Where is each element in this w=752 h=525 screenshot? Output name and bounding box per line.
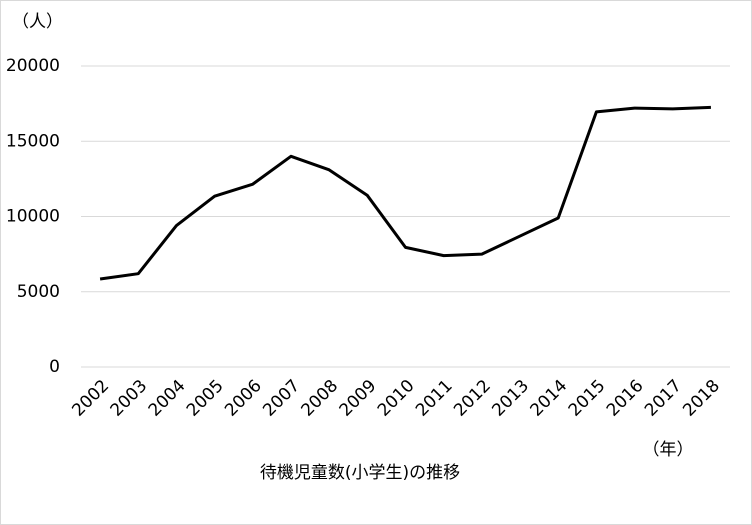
data-line	[99, 105, 711, 281]
y-tick-label: 0	[49, 357, 60, 377]
y-tick-label: 5000	[17, 282, 60, 302]
y-axis-label: （人）	[12, 12, 63, 32]
y-tick-label: 10000	[6, 207, 60, 227]
y-tick-label: 20000	[6, 56, 60, 76]
x-axis-label: （年）	[643, 440, 694, 460]
chart-title: 待機児童数(小学生)の推移	[260, 463, 460, 483]
y-tick-label: 15000	[6, 131, 60, 151]
